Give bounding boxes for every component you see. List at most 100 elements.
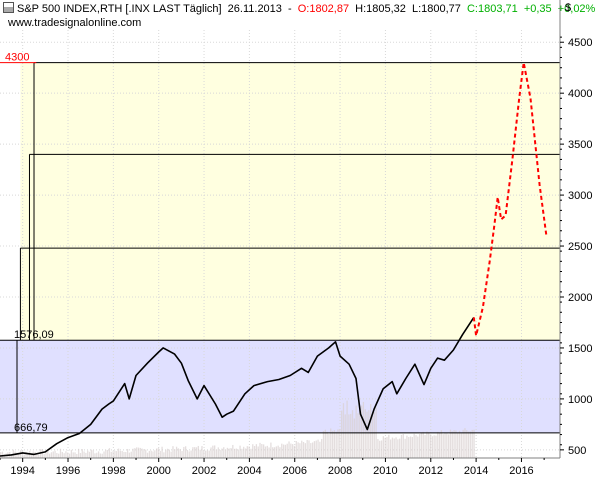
volume-bar [342,403,345,458]
volume-bar [10,454,13,458]
volume-bar [233,448,236,458]
volume-bar [340,410,343,458]
volume-bar [330,428,332,458]
volume-bar [1,451,4,458]
volume-bar [453,430,455,458]
volume-bar [448,434,450,458]
volume-bar [259,442,261,458]
volume-bar [382,436,385,458]
volume-bar [428,432,430,458]
volume-bar [460,433,462,458]
chart-toggle-icon[interactable] [3,2,14,13]
volume-bar [16,452,18,458]
volume-bar [61,451,63,458]
volume-bar [264,446,267,458]
volume-bar [132,448,134,458]
volume-bar [246,446,248,458]
volume-bar [117,448,120,458]
website-label: www.tradesignalonline.com [8,17,142,29]
volume-bar [94,453,96,458]
volume-bar [30,453,33,458]
volume-bar [388,434,390,458]
volume-bar [311,442,314,458]
volume-bar [417,436,419,458]
volume-bar [435,435,437,458]
volume-bar [194,447,196,458]
volume-bar [284,444,287,458]
x-tick-label: 2008 [328,465,352,477]
volume-bar [52,451,54,458]
volume-bar [208,450,210,458]
volume-bar [38,454,40,458]
volume-bar [97,451,100,458]
volume-bar [92,450,94,458]
close-value: C:1803,71 [466,3,518,15]
volume-bar [306,439,308,458]
volume-bar [63,453,65,458]
level-label: 666,79 [14,422,48,434]
volume-bar [315,440,317,458]
volume-bar [250,448,252,458]
volume-bar [455,430,457,458]
volume-bar [50,452,53,458]
y-tick-label: 500 [568,445,586,457]
volume-bar [87,450,89,458]
volume-bar [433,435,435,458]
x-tick-label: 2002 [192,465,216,477]
volume-bar [400,434,403,458]
volume-bar [462,429,464,458]
volume-bar [112,451,114,458]
volume-bar [438,432,441,458]
volume-bar [155,448,158,458]
volume-bar [152,451,154,458]
volume-bar [261,444,263,458]
volume-bar [257,446,259,458]
volume-bar [252,444,254,458]
volume-bar [177,448,180,458]
volume-bar [130,451,132,458]
volume-bar [451,431,453,458]
volume-bar [70,449,73,458]
volume-bar [301,440,303,458]
volume-bar [386,437,388,458]
volume-bar [366,411,368,458]
volume-bar [154,450,156,458]
volume-bar [21,451,24,458]
volume-bar [458,430,461,458]
volume-bar [313,441,316,458]
volume-bar [268,447,270,458]
volume-bar [253,445,256,458]
volume-bar [364,409,366,458]
volume-bar [395,437,397,458]
forecast-line [472,62,548,336]
volume-bar [166,448,169,458]
volume-bar [139,447,141,458]
volume-bar [165,450,167,458]
chart-header: S&P 500 INDEX,RTH [.INX LAST Täglich] 26… [0,2,595,15]
volume-bar [310,443,312,458]
volume-bar [105,449,107,458]
volume-bar [45,452,47,458]
volume-bar [422,431,424,458]
volume-bar [88,451,91,458]
header-separator: - [287,3,292,15]
volume-bar [270,442,272,458]
volume-bar [348,414,350,458]
volume-bar [377,439,379,458]
volume-bar [226,447,229,458]
volume-bar [275,446,277,458]
volume-bar [76,453,78,458]
volume-bar [406,435,408,458]
volume-bar [370,403,372,458]
x-tick-label: 2010 [373,465,397,477]
y-tick-label: 3000 [568,190,592,202]
volume-bar [96,452,98,458]
levels-layer: 4300 1576,09 666,79 [0,52,560,434]
volume-bar [331,430,334,458]
volume-bar [446,433,448,458]
volume-bar [322,430,325,458]
volume-bar [0,452,2,458]
volume-bar [466,430,468,458]
volume-bar [299,443,301,458]
